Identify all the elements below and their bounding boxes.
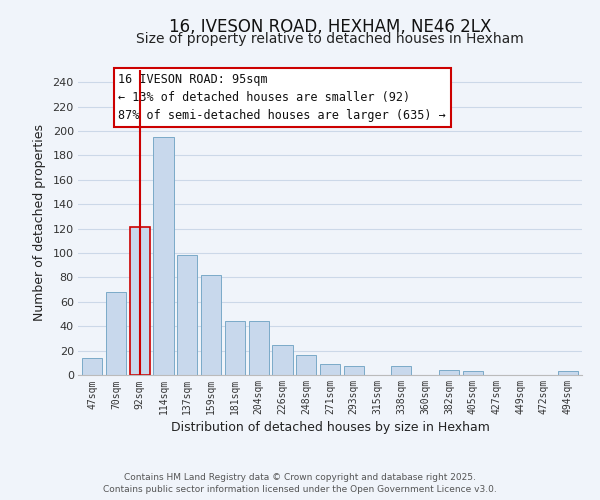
Bar [439, 370, 459, 375]
Bar [201, 275, 221, 375]
Bar [391, 366, 412, 375]
Bar [296, 356, 316, 375]
Bar [463, 372, 483, 375]
Bar [248, 322, 269, 375]
Bar [272, 344, 293, 375]
Text: Contains public sector information licensed under the Open Government Licence v3: Contains public sector information licen… [103, 484, 497, 494]
Bar [557, 372, 578, 375]
Text: 16 IVESON ROAD: 95sqm
← 13% of detached houses are smaller (92)
87% of semi-deta: 16 IVESON ROAD: 95sqm ← 13% of detached … [118, 73, 446, 122]
Text: Size of property relative to detached houses in Hexham: Size of property relative to detached ho… [136, 32, 524, 46]
X-axis label: Distribution of detached houses by size in Hexham: Distribution of detached houses by size … [170, 422, 490, 434]
Bar [177, 256, 197, 375]
Y-axis label: Number of detached properties: Number of detached properties [32, 124, 46, 321]
Bar [154, 137, 173, 375]
Text: 16, IVESON ROAD, HEXHAM, NE46 2LX: 16, IVESON ROAD, HEXHAM, NE46 2LX [169, 18, 491, 36]
Bar [320, 364, 340, 375]
Bar [82, 358, 103, 375]
Bar [130, 228, 150, 375]
Bar [225, 322, 245, 375]
Text: Contains HM Land Registry data © Crown copyright and database right 2025.: Contains HM Land Registry data © Crown c… [124, 473, 476, 482]
Bar [344, 366, 364, 375]
Bar [106, 292, 126, 375]
